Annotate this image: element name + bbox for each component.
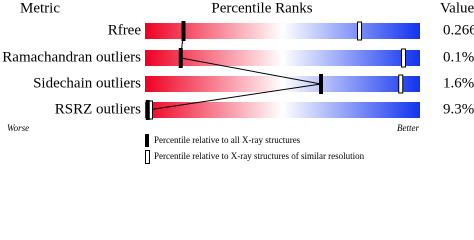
legend-similar: Percentile relative to X-ray structures … — [154, 151, 365, 161]
chart: Metric Percentile Ranks Value Worse Bett… — [2, 0, 474, 164]
percentile-bar — [145, 23, 420, 39]
value-label: 1.6% — [443, 75, 474, 91]
marker-similar — [398, 74, 404, 94]
marker-all — [145, 100, 150, 120]
value-label: 0.266 — [443, 22, 474, 38]
marker-similar — [357, 21, 362, 41]
marker-similar — [401, 48, 406, 68]
legend-marker-all — [145, 134, 149, 147]
worse-label: Worse — [7, 123, 29, 133]
header-value: Value — [440, 0, 474, 16]
metric-label: Rfree — [108, 22, 142, 38]
marker-all — [178, 48, 183, 68]
percentile-bar — [145, 102, 420, 118]
header-title: Percentile Ranks — [211, 0, 312, 16]
marker-all — [319, 74, 323, 94]
value-label: 0.1% — [443, 49, 474, 65]
metric-label: Sidechain outliers — [33, 75, 141, 91]
value-label: 9.3% — [443, 101, 474, 117]
connector-line — [147, 30, 322, 111]
percentile-bar — [145, 76, 420, 92]
legend-marker-similar — [145, 150, 150, 164]
better-label: Better — [397, 123, 419, 133]
header-metric: Metric — [20, 0, 60, 16]
metric-label: Ramachandran outliers — [2, 49, 141, 65]
metric-label: RSRZ outliers — [55, 101, 141, 117]
percentile-bar — [145, 50, 420, 66]
marker-all — [181, 21, 186, 41]
legend-all: Percentile relative to all X-ray structu… — [154, 135, 301, 145]
